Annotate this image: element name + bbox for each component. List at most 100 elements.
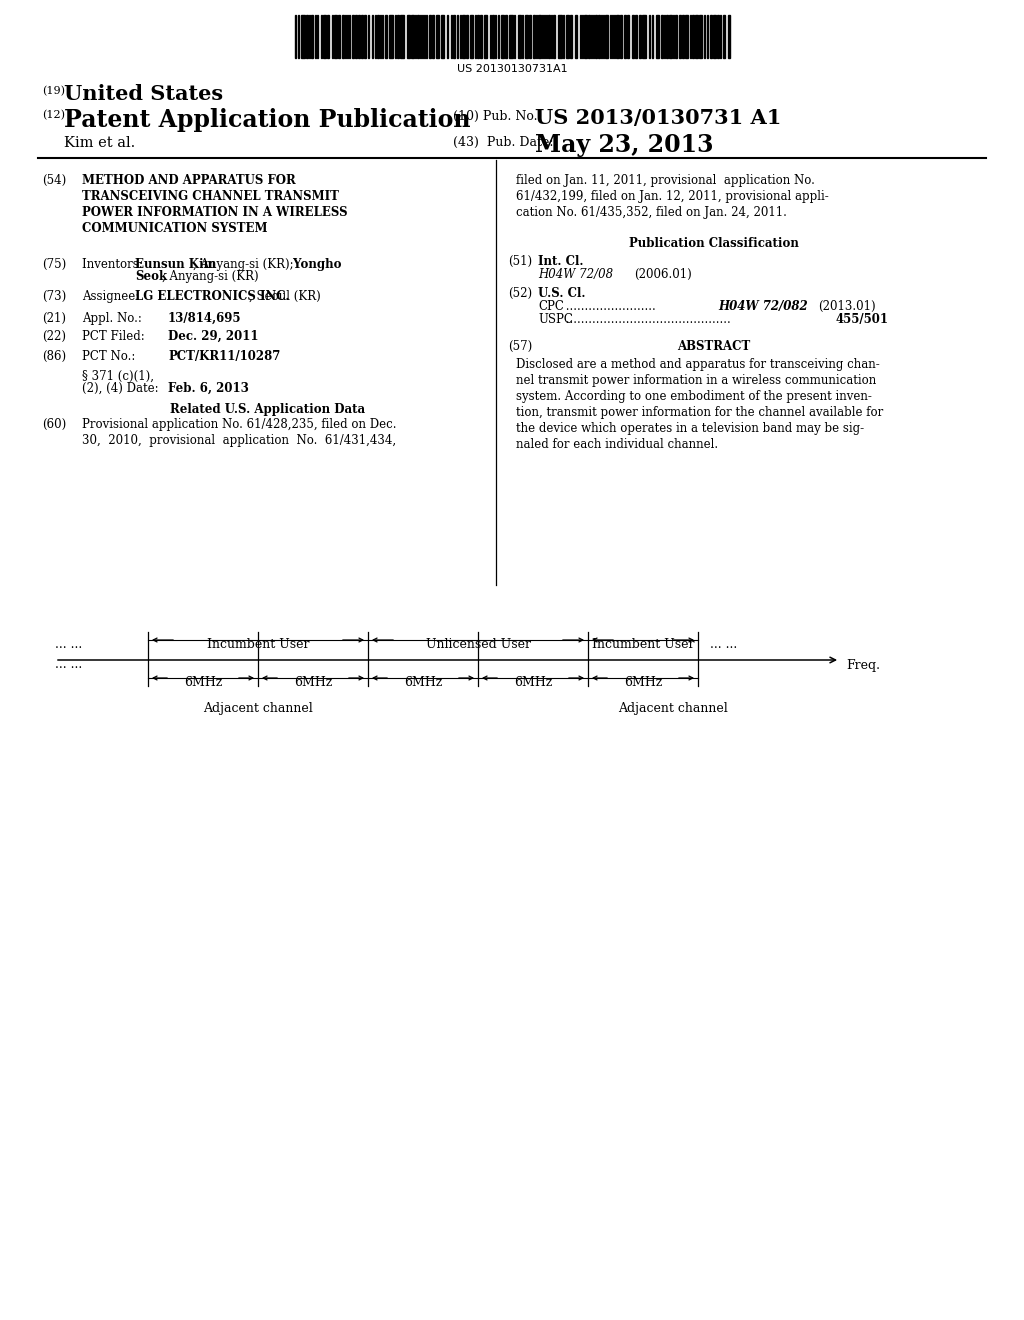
Text: Patent Application Publication: Patent Application Publication — [63, 108, 470, 132]
Bar — [361, 15, 362, 58]
Text: Eunsun Kim: Eunsun Kim — [135, 257, 216, 271]
Bar — [695, 15, 698, 58]
Text: May 23, 2013: May 23, 2013 — [535, 133, 714, 157]
Bar — [692, 15, 694, 58]
Bar — [525, 15, 528, 58]
Text: (60): (60) — [42, 418, 67, 432]
Text: 6MHz: 6MHz — [624, 676, 663, 689]
Text: Seok: Seok — [135, 271, 167, 282]
Text: Assignee:: Assignee: — [82, 290, 143, 304]
Bar — [656, 15, 659, 58]
Text: 455/501: 455/501 — [836, 313, 889, 326]
Bar — [480, 15, 482, 58]
Bar — [584, 15, 587, 58]
Text: (12): (12) — [42, 110, 65, 120]
Text: 6MHz: 6MHz — [184, 676, 222, 689]
Bar — [679, 15, 681, 58]
Text: Yongho: Yongho — [289, 257, 341, 271]
Bar — [492, 15, 494, 58]
Bar — [385, 15, 387, 58]
Text: (54): (54) — [42, 174, 67, 187]
Bar — [397, 15, 399, 58]
Text: LG ELECTRONICS INC.: LG ELECTRONICS INC. — [135, 290, 290, 304]
Bar — [728, 15, 730, 58]
Text: (51): (51) — [508, 255, 532, 268]
Text: (86): (86) — [42, 350, 67, 363]
Bar — [635, 15, 637, 58]
Text: 6MHz: 6MHz — [403, 676, 442, 689]
Text: Incumbent User: Incumbent User — [592, 639, 694, 652]
Text: (21): (21) — [42, 312, 66, 325]
Bar — [477, 15, 479, 58]
Bar — [411, 15, 414, 58]
Bar — [407, 15, 410, 58]
Bar — [553, 15, 555, 58]
Bar — [323, 15, 326, 58]
Text: (57): (57) — [508, 341, 532, 352]
Text: Kim et al.: Kim et al. — [63, 136, 135, 150]
Text: US 2013/0130731 A1: US 2013/0130731 A1 — [535, 108, 781, 128]
Bar — [588, 15, 590, 58]
Bar — [548, 15, 550, 58]
Bar — [389, 15, 393, 58]
Bar — [566, 15, 569, 58]
Text: (75): (75) — [42, 257, 67, 271]
Text: Freq.: Freq. — [846, 659, 880, 672]
Text: Publication Classification: Publication Classification — [629, 238, 799, 249]
Text: (43)  Pub. Date:: (43) Pub. Date: — [453, 136, 554, 149]
Text: METHOD AND APPARATUS FOR
TRANSCEIVING CHANNEL TRANSMIT
POWER INFORMATION IN A WI: METHOD AND APPARATUS FOR TRANSCEIVING CH… — [82, 174, 347, 235]
Bar — [501, 15, 504, 58]
Bar — [306, 15, 308, 58]
Text: PCT/KR11/10287: PCT/KR11/10287 — [168, 350, 281, 363]
Text: USPC: USPC — [538, 313, 572, 326]
Bar — [529, 15, 531, 58]
Bar — [666, 15, 668, 58]
Bar — [334, 15, 337, 58]
Text: ABSTRACT: ABSTRACT — [677, 341, 751, 352]
Bar — [505, 15, 507, 58]
Bar — [598, 15, 600, 58]
Text: (2006.01): (2006.01) — [634, 268, 692, 281]
Bar — [605, 15, 608, 58]
Bar — [301, 15, 305, 58]
Text: Dec. 29, 2011: Dec. 29, 2011 — [168, 330, 258, 343]
Bar — [675, 15, 677, 58]
Bar — [466, 15, 468, 58]
Bar — [570, 15, 572, 58]
Bar — [355, 15, 357, 58]
Text: 6MHz: 6MHz — [294, 676, 332, 689]
Text: (2), (4) Date:: (2), (4) Date: — [82, 381, 159, 395]
Text: Adjacent channel: Adjacent channel — [203, 702, 313, 715]
Bar — [699, 15, 702, 58]
Text: Provisional application No. 61/428,235, filed on Dec.
30,  2010,  provisional  a: Provisional application No. 61/428,235, … — [82, 418, 396, 447]
Bar — [441, 15, 444, 58]
Bar — [417, 15, 419, 58]
Text: filed on Jan. 11, 2011, provisional  application No.
61/432,199, filed on Jan. 1: filed on Jan. 11, 2011, provisional appl… — [516, 174, 828, 219]
Bar — [662, 15, 663, 58]
Bar — [682, 15, 684, 58]
Text: Disclosed are a method and apparatus for transceiving chan-
nel transmit power i: Disclosed are a method and apparatus for… — [516, 358, 884, 451]
Bar — [632, 15, 634, 58]
Text: Inventors:: Inventors: — [82, 257, 146, 271]
Bar — [538, 15, 541, 58]
Bar — [377, 15, 379, 58]
Bar — [364, 15, 366, 58]
Text: Appl. No.:: Appl. No.: — [82, 312, 142, 325]
Bar — [642, 15, 646, 58]
Text: 13/814,695: 13/814,695 — [168, 312, 242, 325]
Text: , Seoul (KR): , Seoul (KR) — [249, 290, 321, 304]
Text: , Anyang-si (KR): , Anyang-si (KR) — [162, 271, 259, 282]
Bar — [723, 15, 725, 58]
Bar — [462, 15, 465, 58]
Text: ... ...: ... ... — [55, 639, 82, 652]
Text: H04W 72/08: H04W 72/08 — [538, 268, 613, 281]
Bar — [534, 15, 535, 58]
Bar — [685, 15, 688, 58]
Text: Unlicensed User: Unlicensed User — [426, 639, 530, 652]
Text: US 20130130731A1: US 20130130731A1 — [457, 63, 567, 74]
Bar — [358, 15, 360, 58]
Text: (2013.01): (2013.01) — [818, 300, 876, 313]
Text: U.S. Cl.: U.S. Cl. — [538, 286, 586, 300]
Bar — [595, 15, 597, 58]
Bar — [518, 15, 521, 58]
